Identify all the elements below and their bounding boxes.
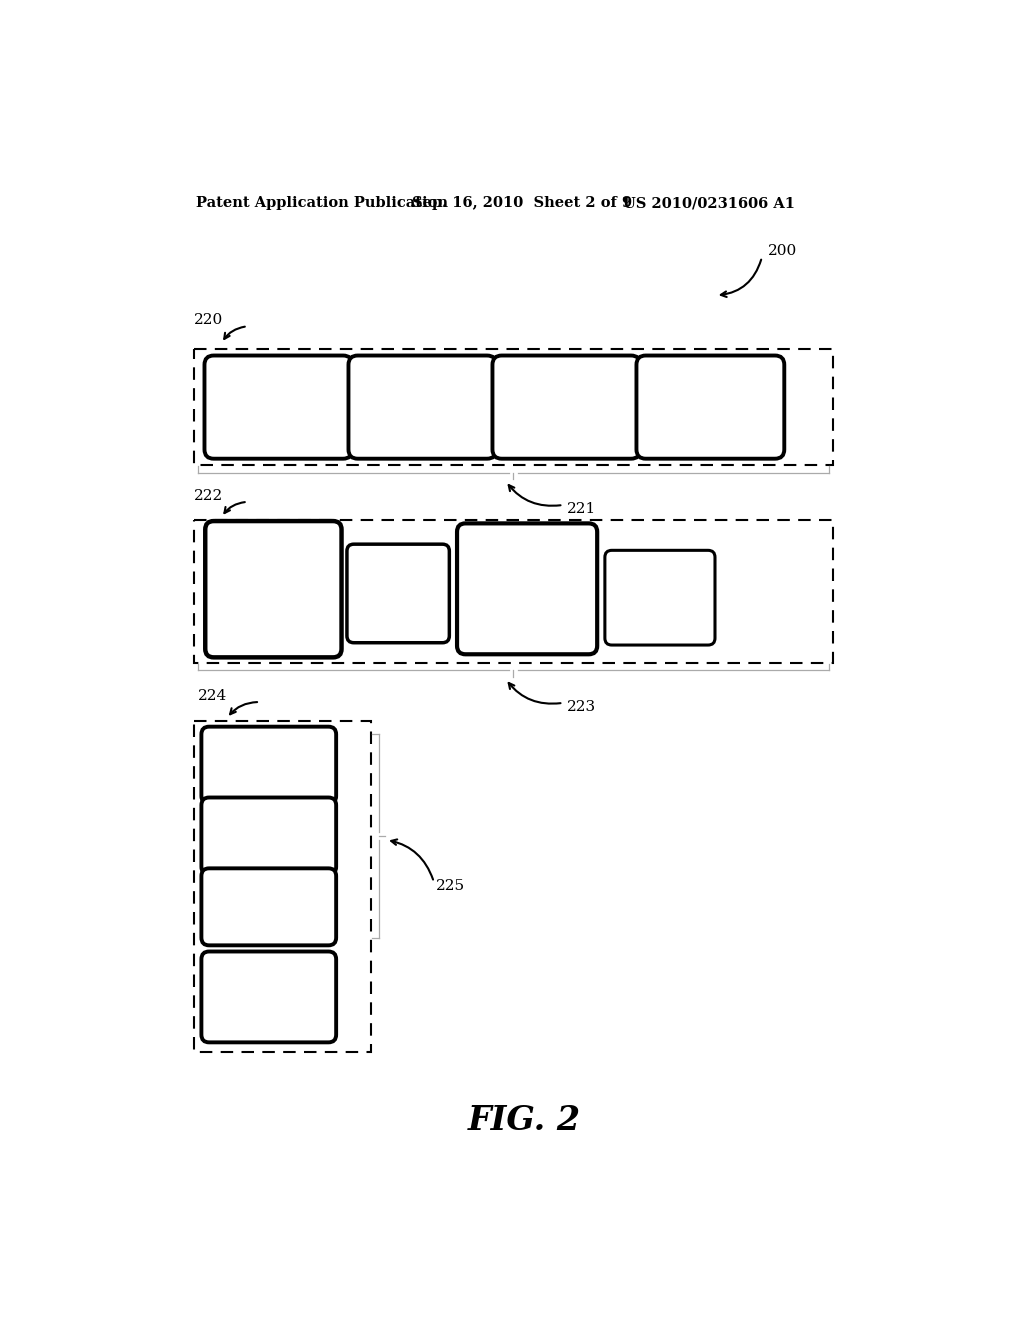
Text: 224: 224 <box>199 689 227 702</box>
Text: Sep. 16, 2010  Sheet 2 of 9: Sep. 16, 2010 Sheet 2 of 9 <box>412 197 632 210</box>
FancyBboxPatch shape <box>205 521 342 657</box>
Bar <box>194 350 833 465</box>
FancyBboxPatch shape <box>202 952 336 1043</box>
Text: 222: 222 <box>194 488 223 503</box>
Text: 220: 220 <box>194 313 223 327</box>
Bar <box>194 721 371 1052</box>
FancyBboxPatch shape <box>205 355 352 459</box>
Bar <box>194 520 833 663</box>
FancyBboxPatch shape <box>347 544 450 643</box>
FancyBboxPatch shape <box>637 355 784 459</box>
FancyBboxPatch shape <box>493 355 640 459</box>
FancyBboxPatch shape <box>457 524 597 655</box>
Text: 200: 200 <box>768 244 798 257</box>
FancyBboxPatch shape <box>348 355 497 459</box>
Text: FIG. 2: FIG. 2 <box>468 1105 582 1138</box>
FancyBboxPatch shape <box>202 726 336 804</box>
FancyBboxPatch shape <box>202 797 336 874</box>
Text: 221: 221 <box>567 502 596 516</box>
FancyBboxPatch shape <box>605 550 715 645</box>
Text: US 2010/0231606 A1: US 2010/0231606 A1 <box>624 197 796 210</box>
Text: Patent Application Publication: Patent Application Publication <box>196 197 449 210</box>
Text: 225: 225 <box>436 879 465 894</box>
FancyBboxPatch shape <box>202 869 336 945</box>
Text: 223: 223 <box>567 700 596 714</box>
